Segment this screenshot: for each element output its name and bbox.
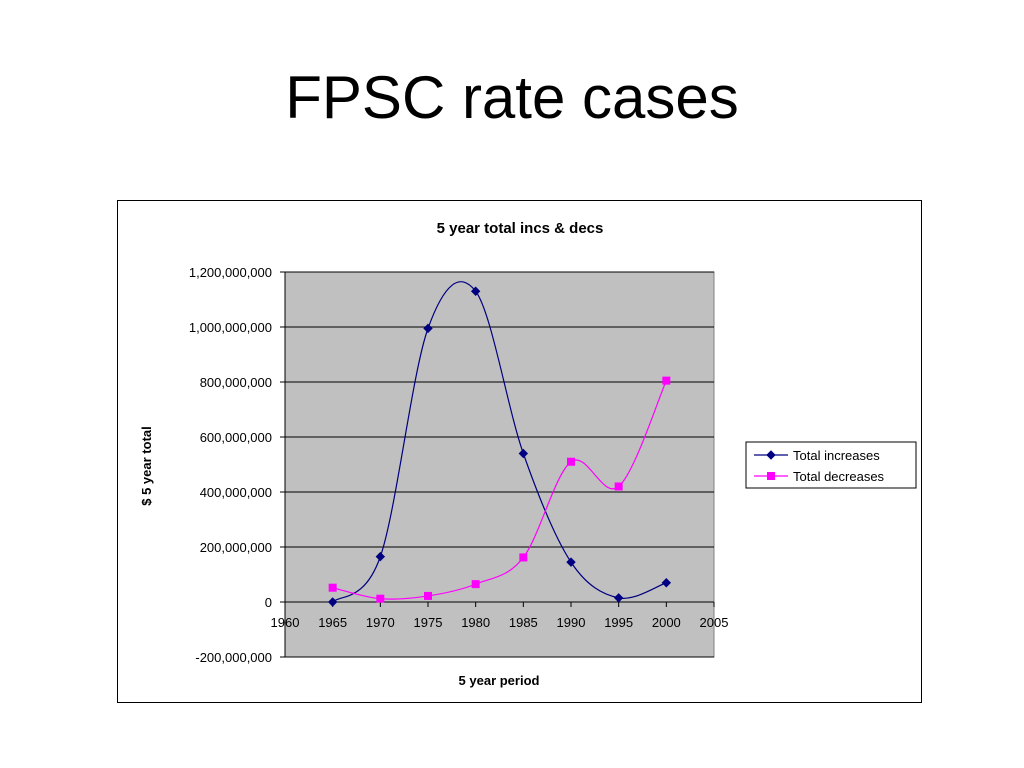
x-tick-label: 1985 [509,615,538,630]
x-tick-label: 1980 [461,615,490,630]
x-tick-label: 1970 [366,615,395,630]
x-tick-label: 2000 [652,615,681,630]
legend-label-increases: Total increases [793,448,880,463]
chart-title: 5 year total incs & decs [437,220,604,237]
data-point-decreases [329,584,336,591]
y-tick-label: 0 [265,595,272,610]
line-chart: 5 year total incs & decs 5 year period $… [118,201,923,704]
legend: Total increases Total decreases [746,442,916,488]
plot-layer: -200,000,000 0 200,000,000 400,000,000 600,0… [189,265,729,665]
y-tick-label: 800,000,000 [200,375,272,390]
x-tick-label: 1975 [414,615,443,630]
chart-frame: 5 year total incs & decs 5 year period $… [117,200,922,703]
data-point-decreases [663,377,670,384]
legend-marker-decreases [768,473,775,480]
y-tick-label: 200,000,000 [200,540,272,555]
data-point-decreases [472,581,479,588]
x-tick-label: 1990 [557,615,586,630]
legend-label-decreases: Total decreases [793,469,885,484]
plot-area [285,272,714,657]
x-tick-label: 1995 [604,615,633,630]
x-tick-label: 1965 [318,615,347,630]
x-tick-label: 2005 [700,615,729,630]
y-tick-label: 400,000,000 [200,485,272,500]
data-point-decreases [377,595,384,602]
y-tick-label: 600,000,000 [200,430,272,445]
data-point-decreases [425,592,432,599]
y-axis-label: $ 5 year total [139,426,154,506]
x-axis-label: 5 year period [459,673,540,688]
data-point-decreases [520,554,527,561]
data-point-decreases [615,483,622,490]
x-tick-label: 1960 [271,615,300,630]
y-tick-label: 1,000,000,000 [189,320,272,335]
y-tick-label: -200,000,000 [195,650,272,665]
slide-title: FPSC rate cases [0,58,1024,138]
data-point-decreases [568,458,575,465]
y-tick-label: 1,200,000,000 [189,265,272,280]
